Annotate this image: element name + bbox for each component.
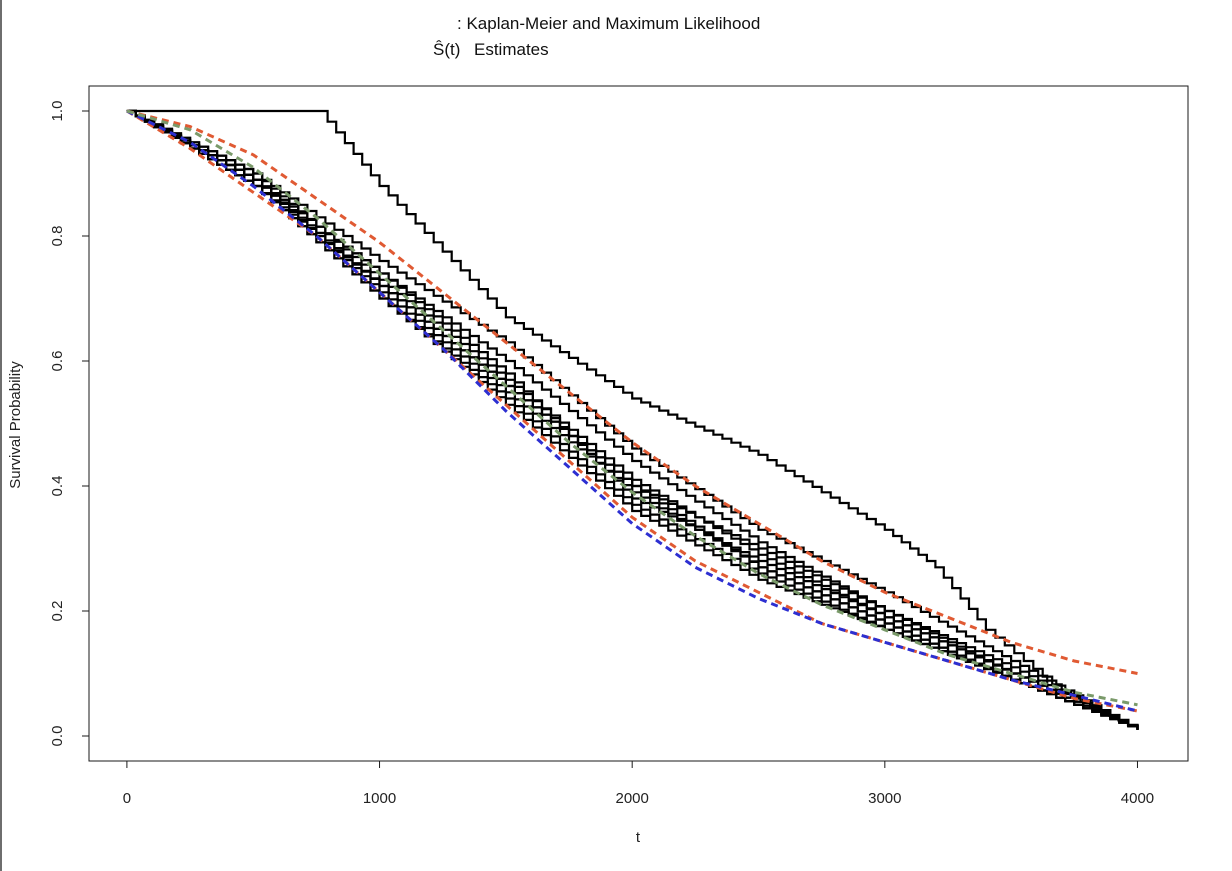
ml-dashed-curve bbox=[126, 109, 1138, 675]
chart-title-prefix: : Kaplan-Meier and Maximum Likelihood bbox=[457, 14, 760, 33]
km-step-curve bbox=[126, 109, 1139, 730]
chart-title-suffix: Estimates bbox=[474, 40, 549, 59]
km-step-curve bbox=[126, 109, 1139, 730]
km-step-curve bbox=[126, 109, 1139, 730]
km-step-curve bbox=[126, 109, 1139, 730]
chart-title-symbol: Ŝ(t) bbox=[433, 40, 460, 59]
y-tick-label: 1.0 bbox=[49, 101, 66, 122]
km-step-curve bbox=[126, 109, 1139, 730]
y-axis: 0.0 0.2 0.4 0.6 0.8 1.0 bbox=[49, 101, 89, 747]
window-left-border bbox=[0, 0, 2, 871]
plot-frame bbox=[88, 85, 1189, 762]
y-tick-label: 0.0 bbox=[49, 726, 66, 747]
km-step-curve bbox=[126, 109, 1139, 730]
y-tick-label: 0.4 bbox=[49, 476, 66, 497]
y-tick-label: 0.6 bbox=[49, 351, 66, 372]
y-tick-label: 0.8 bbox=[49, 226, 66, 247]
km-step-curve bbox=[126, 109, 1139, 730]
y-axis-label: Survival Probability bbox=[7, 361, 24, 489]
x-axis-label: t bbox=[636, 829, 641, 846]
km-step-curve bbox=[126, 109, 1139, 730]
km-step-curve bbox=[126, 109, 1139, 730]
y-tick-label: 0.2 bbox=[49, 601, 66, 622]
x-tick-label: 1000 bbox=[363, 790, 396, 807]
km-step-curve bbox=[126, 109, 1139, 730]
x-tick-label: 4000 bbox=[1121, 790, 1154, 807]
series-layer bbox=[126, 109, 1139, 730]
x-tick-label: 2000 bbox=[615, 790, 648, 807]
ml-dashed-curve bbox=[126, 109, 1138, 713]
x-axis: 0 1000 2000 3000 4000 bbox=[123, 761, 1154, 807]
x-tick-label: 0 bbox=[123, 790, 131, 807]
x-tick-label: 3000 bbox=[868, 790, 901, 807]
ml-dashed-curve bbox=[126, 109, 1138, 707]
